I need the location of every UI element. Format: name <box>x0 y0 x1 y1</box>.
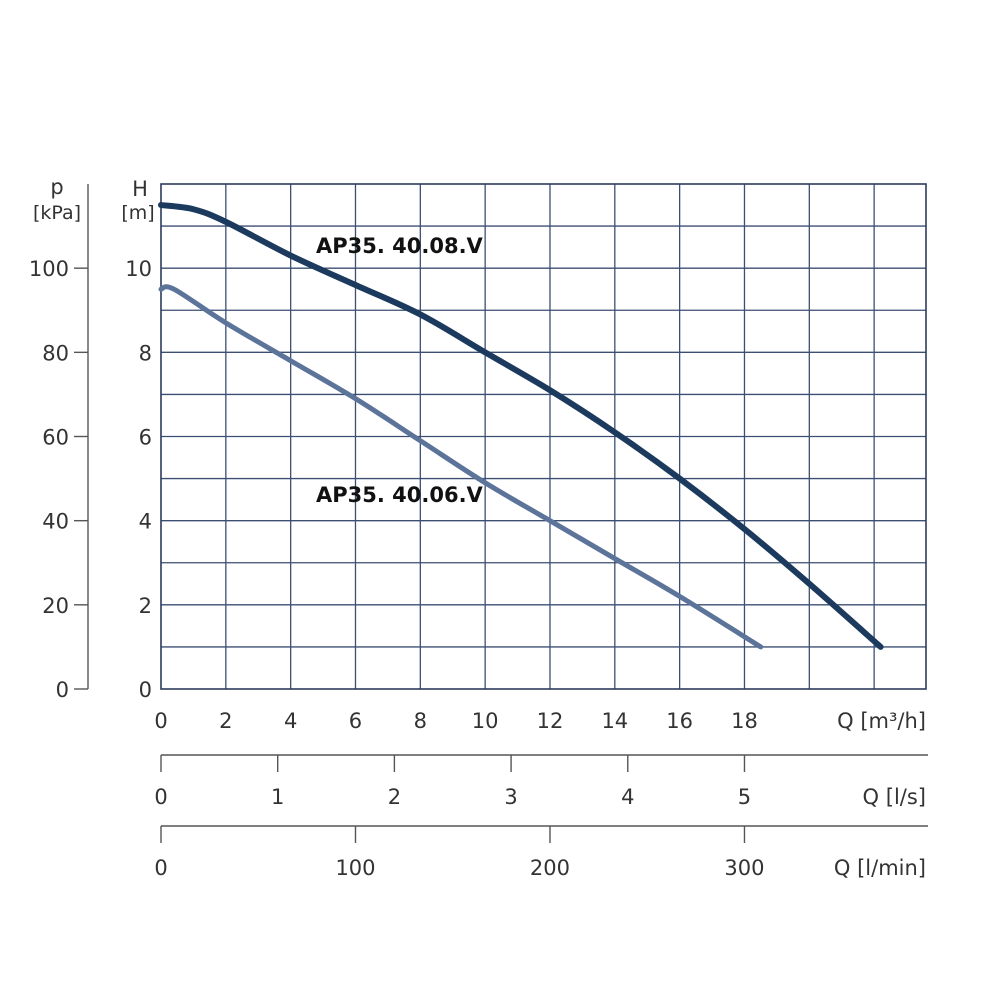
h-axis-tick-label: 8 <box>139 341 152 365</box>
q-secondary-axis-tick-label: 3 <box>504 785 517 809</box>
q-secondary-axis-tick-label: 200 <box>530 856 570 880</box>
h-axis-tick-label: 0 <box>139 678 152 702</box>
series-line-2 <box>158 284 764 650</box>
q-m3h-tick-label: 14 <box>601 709 628 733</box>
q-secondary-axis-tick-label: 0 <box>154 856 167 880</box>
p-axis-tick-label: 0 <box>56 678 69 702</box>
q-secondary-axis-tick-label: 300 <box>724 856 764 880</box>
p-axis-tick-label: 80 <box>42 341 69 365</box>
q-m3h-tick-label: 2 <box>219 709 232 733</box>
q-secondary-axis-title: Q [l/min] <box>834 856 926 880</box>
q-m3h-tick-label: 4 <box>284 709 297 733</box>
q-secondary-axis-tick-label: 100 <box>335 856 375 880</box>
q-m3h-tick-label: 16 <box>666 709 693 733</box>
h-axis: 0 2 4 6 8 10 H[m] <box>121 177 154 702</box>
q-secondary-axis-title: Q [l/s] <box>863 785 926 809</box>
h-axis-tick-label: 4 <box>139 510 152 534</box>
x-axes: 0 2 4 6 8 10 12 14 16 18 Q [m³/h]0 1 2 3 4 5 Q [l/s]0 100… <box>154 709 928 880</box>
q-secondary-axis-tick-label: 2 <box>388 785 401 809</box>
h-axis-tick-label: 2 <box>139 594 152 618</box>
p-axis-tick-label: 60 <box>42 426 69 450</box>
h-axis-title: H <box>132 177 148 201</box>
labels: AP35. 40.08.V AP35. 40.06.V <box>316 234 484 507</box>
curves <box>158 202 884 650</box>
chart-grid <box>161 184 926 689</box>
q-m3h-tick-label: 18 <box>731 709 758 733</box>
h-axis-tick-label: 10 <box>125 257 152 281</box>
series-label-2: AP35. 40.06.V <box>316 483 484 507</box>
p-axis-tick-label: 40 <box>42 510 69 534</box>
q-secondary-axis-tick-label: 1 <box>271 785 284 809</box>
h-axis-unit: [m] <box>121 202 154 224</box>
h-axis-tick-label: 6 <box>139 426 152 450</box>
plot-frame <box>160 183 927 690</box>
q-m3h-tick-label: 10 <box>472 709 499 733</box>
q-m3h-tick-label: 6 <box>349 709 362 733</box>
q-m3h-tick-label: 12 <box>537 709 564 733</box>
q-secondary-axis-tick-label: 0 <box>154 785 167 809</box>
series-line-1 <box>158 202 884 650</box>
q-m3h-tick-label: 8 <box>414 709 427 733</box>
p-axis-unit: [kPa] <box>33 202 81 224</box>
p-axis-title: p <box>50 175 63 199</box>
p-axis: 0 20 40 60 80 100 p [kPa] <box>29 175 89 702</box>
q-secondary-axis-tick-label: 4 <box>621 785 634 809</box>
q-m3h-tick-label: 0 <box>154 709 167 733</box>
q-secondary-axis-tick-label: 5 <box>738 785 751 809</box>
p-axis-tick-label: 100 <box>29 257 69 281</box>
series-label-1: AP35. 40.08.V <box>316 234 484 258</box>
q-m3h-axis-title: Q [m³/h] <box>837 709 926 733</box>
p-axis-tick-label: 20 <box>42 594 69 618</box>
